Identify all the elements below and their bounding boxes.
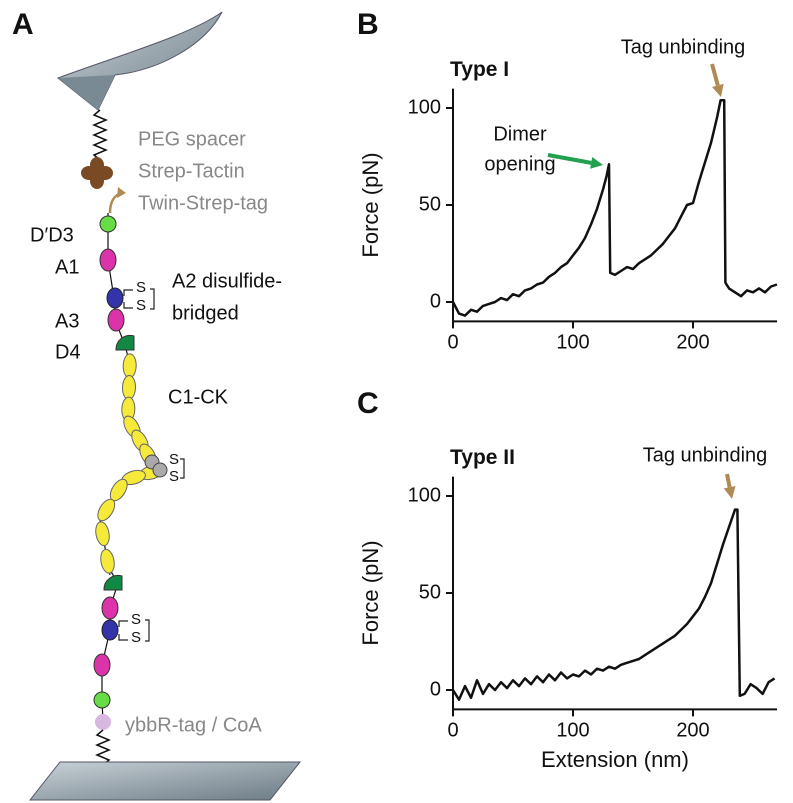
- domain-dd3: [99, 215, 117, 233]
- x-tick-label: 0: [447, 332, 458, 354]
- annotation-arrow: [710, 63, 720, 86]
- x-axis-label: Extension (nm): [541, 747, 689, 772]
- label: D4: [55, 341, 81, 363]
- disulfide-label: S: [169, 468, 179, 485]
- ck-dimer: [152, 462, 168, 478]
- c-domain: [100, 548, 115, 574]
- label: Strep-Tactin: [138, 160, 245, 182]
- disulfide-label: S: [169, 451, 179, 468]
- c-domain: [122, 353, 137, 379]
- force-trace: [451, 98, 778, 317]
- panel-label: A: [12, 8, 34, 41]
- domain-a1: [93, 653, 111, 677]
- annotation: Tag unbinding: [643, 444, 768, 466]
- c-domain: [97, 498, 116, 522]
- disulfide-label: S: [131, 611, 141, 628]
- label: ybbR-tag / CoA: [125, 714, 262, 736]
- disulfide-bracket: [180, 458, 185, 479]
- panel-label: B: [357, 8, 379, 41]
- cantilever-tip: [58, 75, 115, 110]
- x-tick-label: 200: [676, 332, 709, 354]
- x-tick-label: 200: [676, 720, 709, 742]
- y-axis-label: Force (pN): [358, 540, 383, 645]
- peg-spacer: [92, 109, 108, 161]
- label: PEG spacer: [138, 128, 246, 150]
- annotation: Dimer: [493, 123, 547, 145]
- annotation-arrowhead: [723, 486, 736, 499]
- label: A3: [55, 310, 79, 332]
- domain-a3: [107, 308, 125, 332]
- peg-spacer: [95, 729, 111, 766]
- label: D′D3: [30, 224, 74, 246]
- label: A1: [55, 256, 79, 278]
- strep-tactin: [81, 157, 113, 189]
- domain-d4: [103, 574, 123, 591]
- c-domain: [95, 521, 110, 547]
- surface: [28, 761, 302, 801]
- annotation: opening: [484, 153, 555, 175]
- domain-dd3: [93, 691, 111, 709]
- y-tick-label: 50: [419, 581, 441, 603]
- chart-title: Type I: [450, 58, 509, 81]
- y-tick-label: 100: [408, 96, 441, 118]
- x-tick-label: 100: [556, 332, 589, 354]
- annotation-arrowhead: [712, 83, 724, 97]
- y-axis-label: Force (pN): [358, 152, 383, 257]
- y-tick-label: 0: [430, 678, 441, 700]
- domain-a2: [101, 619, 119, 641]
- annotation-arrow: [547, 153, 592, 165]
- x-tick-label: 0: [447, 720, 458, 742]
- c-domain: [121, 375, 137, 400]
- c-domains: [95, 353, 164, 576]
- label: Twin-Strep-tag: [138, 192, 268, 214]
- domain-a1: [99, 248, 117, 272]
- y-tick-label: 0: [430, 290, 441, 312]
- force-trace: [451, 508, 776, 701]
- disulfide-label: S: [136, 297, 146, 314]
- domain-a3: [101, 596, 119, 620]
- annotation-arrowhead: [590, 156, 603, 169]
- x-tick-label: 100: [556, 720, 589, 742]
- annotation-arrow: [725, 473, 732, 488]
- disulfide-bracket: [118, 619, 150, 642]
- twin-strep-tag: [117, 187, 126, 198]
- label: bridged: [172, 302, 239, 324]
- label: A2 disulfide-: [172, 270, 282, 292]
- panel-label: C: [357, 387, 379, 420]
- annotation: Tag unbinding: [621, 36, 746, 58]
- disulfide-label: S: [136, 279, 146, 296]
- y-tick-label: 100: [408, 484, 441, 506]
- disulfide-bracket: [123, 288, 155, 310]
- domain-a2: [106, 287, 124, 309]
- chart-title: Type II: [450, 446, 515, 469]
- ybbr-tag: [95, 714, 111, 730]
- domain-d4: [115, 334, 135, 351]
- label: C1-CK: [168, 386, 229, 408]
- y-tick-label: 50: [419, 193, 441, 215]
- disulfide-label: S: [131, 629, 141, 646]
